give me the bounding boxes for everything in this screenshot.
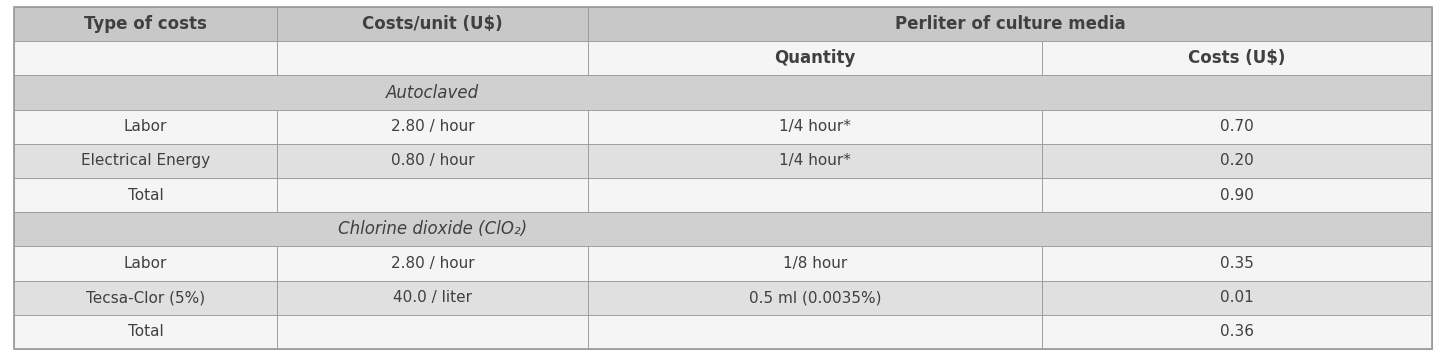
- Text: 1/8 hour: 1/8 hour: [782, 256, 847, 271]
- Bar: [1041, 178, 1432, 212]
- Bar: [14, 246, 276, 281]
- Text: Autoclaved: Autoclaved: [386, 84, 479, 101]
- Text: Perliter of culture media: Perliter of culture media: [895, 15, 1125, 33]
- Bar: [589, 7, 1432, 41]
- Text: Electrical Energy: Electrical Energy: [81, 153, 210, 168]
- Text: 0.36: 0.36: [1219, 324, 1254, 339]
- Text: 0.20: 0.20: [1220, 153, 1254, 168]
- Text: 0.01: 0.01: [1220, 290, 1254, 305]
- Bar: [276, 110, 589, 144]
- Bar: [276, 246, 589, 281]
- Bar: [14, 178, 276, 212]
- Bar: [14, 144, 276, 178]
- Text: Total: Total: [127, 188, 163, 203]
- Text: 2.80 / hour: 2.80 / hour: [390, 256, 474, 271]
- Text: 0.5 ml (0.0035%): 0.5 ml (0.0035%): [749, 290, 882, 305]
- Text: Labor: Labor: [124, 256, 168, 271]
- Bar: [276, 315, 589, 349]
- Bar: [589, 178, 1041, 212]
- Bar: [1041, 41, 1432, 75]
- Bar: [14, 7, 276, 41]
- Bar: [589, 246, 1041, 281]
- Bar: [589, 144, 1041, 178]
- Text: 0.90: 0.90: [1220, 188, 1254, 203]
- Text: 1/4 hour*: 1/4 hour*: [779, 119, 852, 134]
- Bar: [589, 281, 1041, 315]
- Bar: [589, 41, 1041, 75]
- Text: 40.0 / liter: 40.0 / liter: [393, 290, 471, 305]
- Bar: [14, 41, 276, 75]
- Text: 0.70: 0.70: [1220, 119, 1254, 134]
- Bar: [589, 110, 1041, 144]
- Text: 2.80 / hour: 2.80 / hour: [390, 119, 474, 134]
- Text: Costs (U$): Costs (U$): [1189, 49, 1285, 67]
- Text: Type of costs: Type of costs: [84, 15, 207, 33]
- Bar: [589, 315, 1041, 349]
- Text: Tecsa-Clor (5%): Tecsa-Clor (5%): [85, 290, 205, 305]
- Bar: [1041, 144, 1432, 178]
- Bar: [14, 281, 276, 315]
- Bar: [14, 315, 276, 349]
- Bar: [276, 281, 589, 315]
- Text: 1/4 hour*: 1/4 hour*: [779, 153, 852, 168]
- Text: Quantity: Quantity: [775, 49, 856, 67]
- Bar: [276, 144, 589, 178]
- Bar: [276, 41, 589, 75]
- Bar: [1041, 315, 1432, 349]
- Text: Chlorine dioxide (ClO₂): Chlorine dioxide (ClO₂): [338, 220, 526, 238]
- Bar: [14, 110, 276, 144]
- Bar: [14, 212, 1432, 246]
- Text: Total: Total: [127, 324, 163, 339]
- Bar: [276, 178, 589, 212]
- Bar: [1041, 246, 1432, 281]
- Bar: [1041, 110, 1432, 144]
- Text: 0.35: 0.35: [1220, 256, 1254, 271]
- Bar: [1041, 281, 1432, 315]
- Bar: [14, 75, 1432, 110]
- Text: 0.80 / hour: 0.80 / hour: [390, 153, 474, 168]
- Text: Labor: Labor: [124, 119, 168, 134]
- Text: Costs/unit (U$): Costs/unit (U$): [362, 15, 503, 33]
- Bar: [276, 7, 589, 41]
